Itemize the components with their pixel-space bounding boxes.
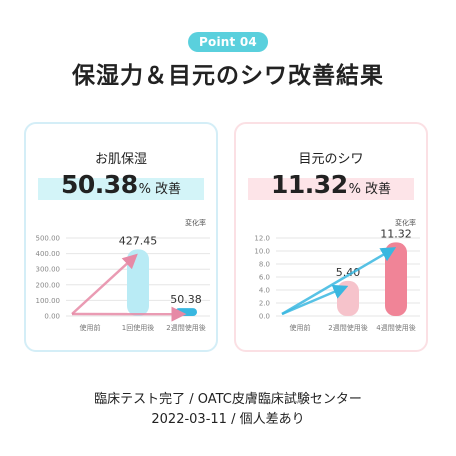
y-tick-label: 8.0 <box>259 261 270 269</box>
data-label: 50.38 <box>170 293 202 306</box>
x-tick-label: 4週間使用後 <box>376 323 415 332</box>
data-label: 427.45 <box>119 234 158 247</box>
y-tick-label: 6.0 <box>259 274 270 282</box>
data-label: 5.40 <box>336 266 361 279</box>
wrinkle-card: 目元のシワ 11.32% 改善 変化率 12.0 10.0 8.0 6.0 4.0 2.0 0… <box>234 122 428 352</box>
metric-suffix: 改善 <box>364 182 391 197</box>
metric-block: 11.32% 改善 <box>248 170 414 200</box>
x-tick-label: 2週間使用後 <box>328 323 367 332</box>
y-tick-label: 12.0 <box>254 235 270 243</box>
card-title: お肌保湿 <box>94 152 147 167</box>
y-tick-label: 2.0 <box>259 300 270 308</box>
y-tick-label: 400.00 <box>36 250 61 258</box>
footer-line-1: 臨床テスト完了 / OATC皮膚臨床試験センター <box>94 392 362 407</box>
metric-suffix: 改善 <box>154 182 181 197</box>
y-tick-label: 300.00 <box>36 266 61 274</box>
unit-label: 変化率 <box>395 219 416 227</box>
y-tick-label: 500.00 <box>36 235 61 243</box>
unit-label: 変化率 <box>185 219 206 227</box>
metric-unit: % <box>348 182 361 197</box>
bar <box>337 280 359 316</box>
data-label: 11.32 <box>380 227 412 240</box>
y-tick-label: 10.0 <box>254 248 270 256</box>
point-badge: Point 04 <box>188 32 268 52</box>
metric-value: 50.38 <box>61 170 138 199</box>
y-tick-label: 100.00 <box>36 297 61 305</box>
y-tick-label: 4.0 <box>259 287 270 295</box>
moisture-card: お肌保湿 50.38% 改善 変化率 500.00 400.00 300.00 200.… <box>24 122 218 352</box>
metric-block: 50.38% 改善 <box>38 170 204 200</box>
card-title: 目元のシワ <box>298 152 364 167</box>
bar <box>385 242 407 316</box>
metric-highlight <box>248 178 414 200</box>
wrinkle-chart: 12.0 10.0 8.0 6.0 4.0 2.0 0.0 使用前 5.40 2週間使用後 11.3… <box>254 227 420 332</box>
metric-highlight <box>38 178 204 200</box>
metric-unit: % <box>138 182 151 197</box>
trend-arrow <box>281 284 349 316</box>
footer-line-2: 2022-03-11 / 個人差あり <box>151 412 305 427</box>
y-tick-label: 0.00 <box>44 313 60 321</box>
y-tick-label: 0.0 <box>259 313 270 321</box>
page-title: 保湿力＆目元のシワ改善結果 <box>72 63 384 89</box>
metric-value: 11.32 <box>271 170 348 199</box>
x-tick-label: 1回使用後 <box>122 323 154 332</box>
moisture-chart: 500.00 400.00 300.00 200.00 100.00 0.00 使用前 427… <box>36 234 210 332</box>
x-tick-label: 2週間使用後 <box>166 323 205 332</box>
trend-arrow <box>281 247 397 316</box>
y-tick-label: 200.00 <box>36 281 61 289</box>
x-tick-label: 使用前 <box>80 323 101 332</box>
trend-arrow <box>71 253 138 315</box>
x-tick-label: 使用前 <box>290 323 311 332</box>
